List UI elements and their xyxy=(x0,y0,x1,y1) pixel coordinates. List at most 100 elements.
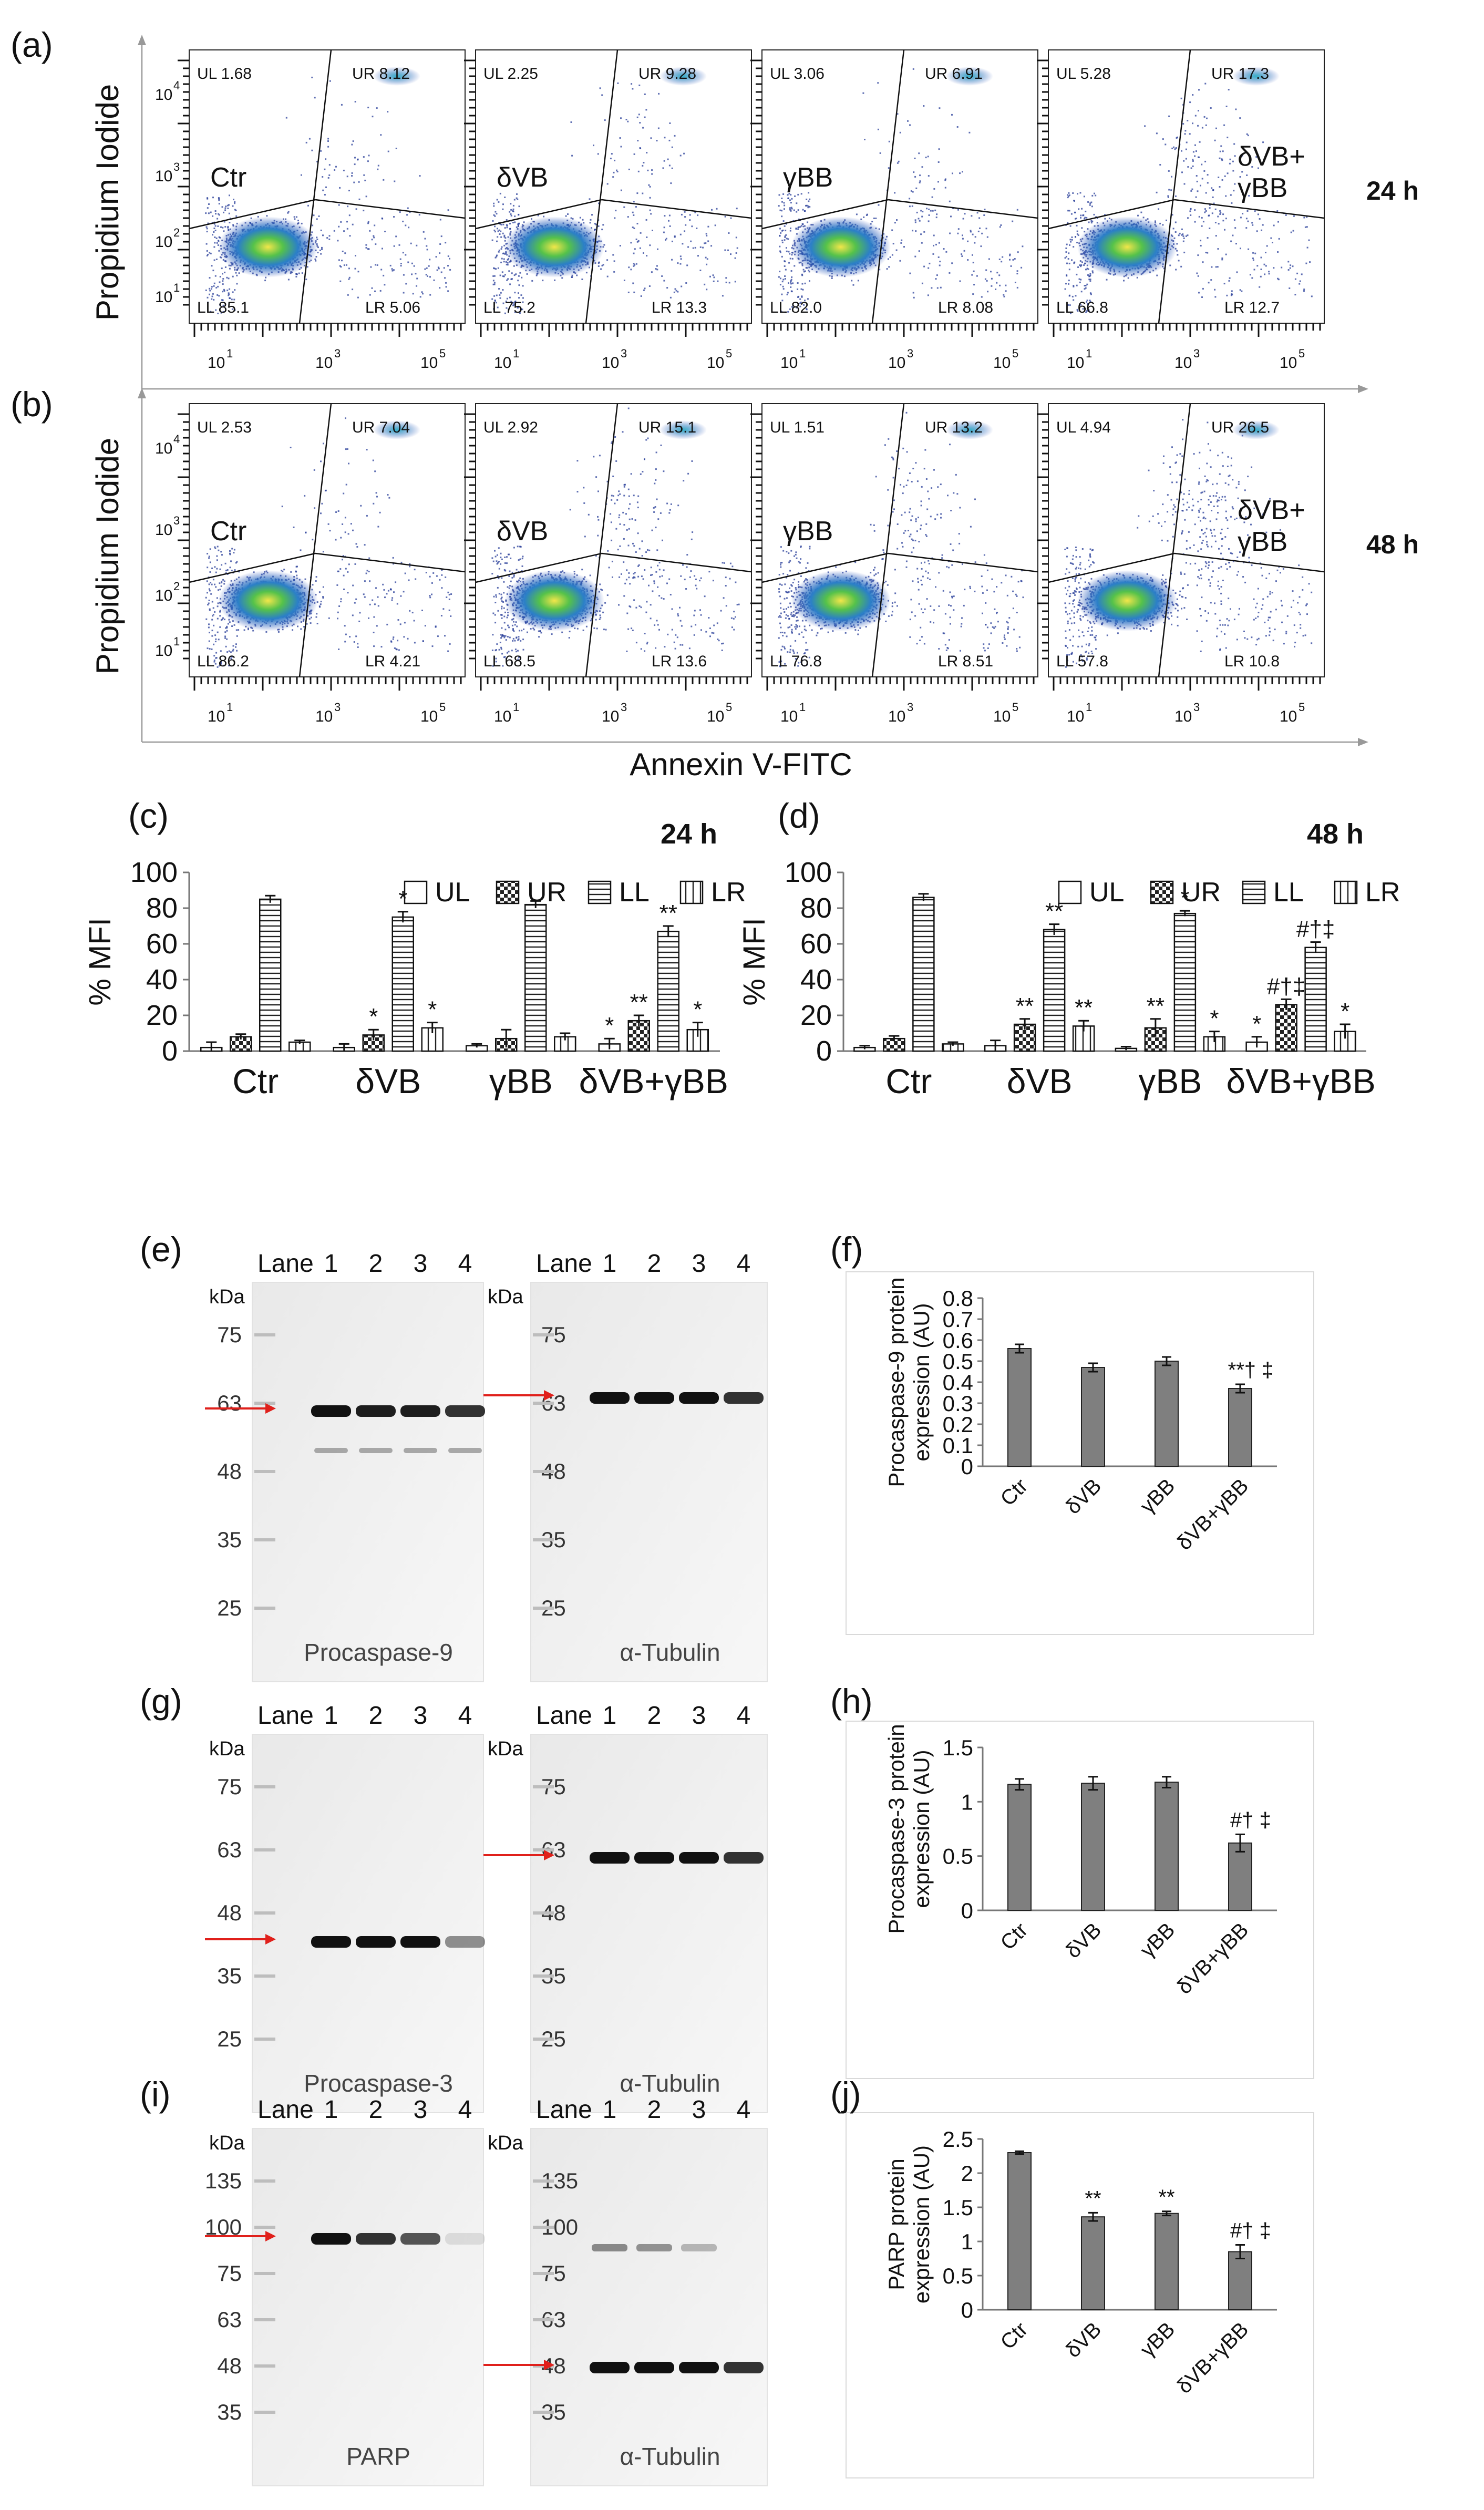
density-ur xyxy=(946,67,993,86)
event-dot xyxy=(581,279,583,280)
event-dot xyxy=(790,270,792,272)
event-dot xyxy=(363,174,365,176)
event-dot xyxy=(983,214,985,216)
event-dot xyxy=(250,217,252,219)
event-dot xyxy=(605,250,607,252)
event-dot xyxy=(384,284,386,286)
event-dot xyxy=(713,276,715,279)
event-dot xyxy=(667,158,669,160)
event-dot xyxy=(936,274,938,276)
event-dot xyxy=(1016,209,1018,211)
x-tick-label: 10 xyxy=(1067,354,1084,372)
event-dot xyxy=(797,282,799,284)
event-dot xyxy=(787,238,789,240)
event-dot xyxy=(727,249,729,251)
event-dot xyxy=(493,295,496,297)
x-tick-exponent: 3 xyxy=(1193,347,1200,360)
event-dot xyxy=(789,230,791,232)
event-dot xyxy=(644,287,646,290)
event-dot xyxy=(296,273,298,275)
event-dot xyxy=(787,292,789,294)
event-dot xyxy=(916,211,918,213)
y-tick-label: 10 xyxy=(155,233,172,251)
event-dot xyxy=(411,273,413,275)
event-dot xyxy=(519,272,521,274)
event-dot xyxy=(689,214,691,216)
event-dot xyxy=(1181,234,1183,236)
event-dot xyxy=(494,225,496,228)
event-dot xyxy=(205,243,208,245)
event-dot xyxy=(504,274,506,276)
x-tick-label: 10 xyxy=(420,354,438,372)
event-dot xyxy=(1005,284,1007,286)
event-dot xyxy=(567,213,569,215)
event-dot xyxy=(357,296,359,299)
event-dot xyxy=(218,213,220,215)
event-dot xyxy=(405,283,407,285)
event-dot xyxy=(383,179,385,181)
event-dot xyxy=(1182,240,1184,242)
event-dot xyxy=(506,297,508,300)
event-dot xyxy=(896,162,899,164)
event-dot xyxy=(972,262,974,264)
event-dot xyxy=(287,212,289,214)
event-dot xyxy=(601,94,603,96)
event-dot xyxy=(943,248,945,250)
event-dot xyxy=(348,190,350,192)
event-dot xyxy=(223,290,225,292)
event-dot xyxy=(542,280,544,282)
event-dot xyxy=(205,226,208,228)
event-dot xyxy=(658,92,660,95)
event-dot xyxy=(791,198,793,200)
event-dot xyxy=(984,209,986,211)
event-dot xyxy=(784,225,786,227)
event-dot xyxy=(976,212,978,214)
event-dot xyxy=(504,312,506,314)
event-dot xyxy=(227,227,229,229)
event-dot xyxy=(346,221,348,223)
event-dot xyxy=(790,279,792,281)
event-dot xyxy=(235,272,237,274)
event-dot xyxy=(354,157,356,159)
event-dot xyxy=(1016,270,1018,272)
event-dot xyxy=(990,271,992,273)
event-dot xyxy=(215,237,218,239)
event-dot xyxy=(209,252,211,254)
event-dot xyxy=(735,252,737,254)
event-dot xyxy=(684,230,686,232)
event-dot xyxy=(499,223,501,225)
event-dot xyxy=(673,291,675,293)
event-dot xyxy=(209,287,211,290)
event-dot xyxy=(935,243,937,245)
event-dot xyxy=(429,294,431,296)
event-dot xyxy=(798,218,800,220)
event-dot xyxy=(709,275,711,277)
event-dot xyxy=(782,229,784,231)
event-dot xyxy=(968,131,971,133)
event-dot xyxy=(498,201,500,203)
quadrant-ll-value: LL 82.0 xyxy=(770,299,822,316)
event-dot xyxy=(349,235,351,237)
event-dot xyxy=(705,256,707,259)
event-dot xyxy=(518,222,520,224)
event-dot xyxy=(509,283,511,285)
event-dot xyxy=(1005,290,1007,292)
event-dot xyxy=(937,181,939,183)
event-dot xyxy=(229,297,231,299)
x-tick-label: 10 xyxy=(1174,354,1192,372)
event-dot xyxy=(229,288,231,290)
event-dot xyxy=(781,293,783,295)
x-tick-exponent: 1 xyxy=(1086,347,1092,360)
event-dot xyxy=(371,287,373,289)
density-core xyxy=(504,217,604,277)
event-dot xyxy=(335,166,337,168)
event-dot xyxy=(234,309,236,311)
event-dot xyxy=(671,146,673,148)
event-dot xyxy=(664,215,666,217)
event-dot xyxy=(357,271,359,273)
event-dot xyxy=(235,209,237,211)
event-dot xyxy=(921,242,923,244)
event-dot xyxy=(808,192,810,194)
event-dot xyxy=(959,280,961,282)
event-dot xyxy=(625,119,627,120)
